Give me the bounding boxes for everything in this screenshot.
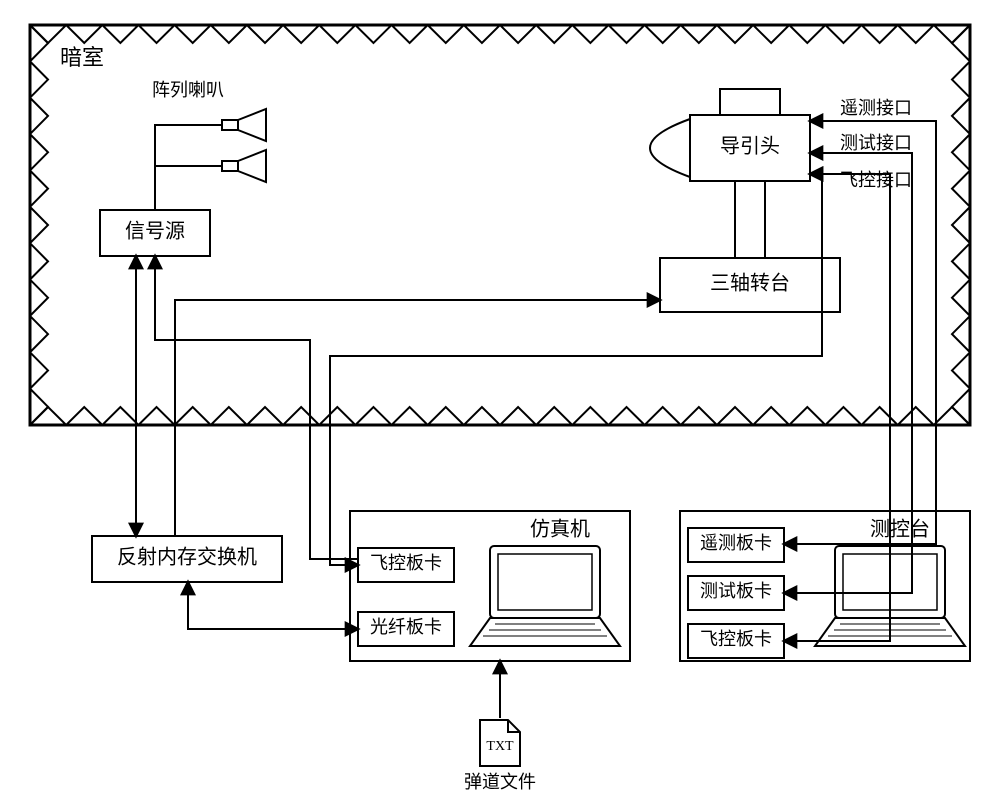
horn-label: 阵列喇叭: [152, 80, 224, 100]
sim-card-1-label: 光纤板卡: [370, 617, 442, 637]
wire-iface-fc-sim: [330, 174, 822, 565]
wire-switch-turntable: [175, 300, 660, 536]
chamber-teeth-bottom: [30, 407, 970, 425]
switch-label: 反射内存交换机: [117, 546, 257, 569]
console-card-0-label: 遥测板卡: [700, 533, 772, 553]
signal-source-label: 信号源: [125, 220, 185, 243]
seeker-top: [720, 89, 780, 115]
chamber-title: 暗室: [60, 45, 104, 70]
iface-test: 测试接口: [840, 133, 912, 153]
wire-sig-horn2: [155, 166, 222, 210]
chamber-teeth-top: [30, 25, 970, 43]
wire-neck: [735, 181, 765, 258]
horn-icon: [222, 150, 266, 182]
seeker-label: 导引头: [720, 135, 780, 158]
chamber-teeth-right: [952, 25, 970, 425]
chamber-teeth-left: [30, 25, 48, 425]
wire-sig-horn1: [155, 125, 222, 210]
simulator-title: 仿真机: [530, 518, 590, 541]
horn-icon: [222, 109, 266, 141]
txt-file-text: TXT: [486, 739, 514, 754]
console-card-2-label: 飞控板卡: [700, 629, 772, 649]
turntable-label: 三轴转台: [710, 272, 790, 295]
txt-file-label: 弹道文件: [464, 772, 536, 792]
wire-fc-sim-up: [155, 256, 358, 559]
iface-telemetry: 遥测接口: [840, 98, 912, 118]
wire-switch-fiber: [188, 582, 358, 629]
seeker-nose: [650, 119, 690, 177]
simulator-laptop-base: [470, 618, 620, 646]
console-title: 测控台: [870, 518, 930, 541]
sim-card-0-label: 飞控板卡: [370, 553, 442, 573]
diagram-canvas: 暗室阵列喇叭信号源导引头遥测接口测试接口飞控接口三轴转台反射内存交换机仿真机飞控…: [0, 0, 1000, 810]
console-card-1-label: 测试板卡: [700, 581, 772, 601]
